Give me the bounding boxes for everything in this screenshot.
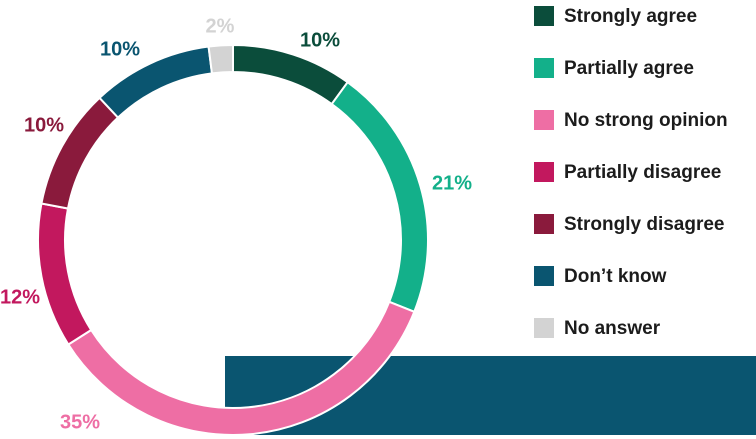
donut-slices xyxy=(37,43,429,436)
slice-labels: 10% 21% 35% 12% 10% 10% 2% xyxy=(0,15,472,433)
legend-label: Strongly disagree xyxy=(564,214,725,235)
legend-item: Strongly agree xyxy=(532,4,756,56)
legend-swatch xyxy=(534,162,554,182)
slice-no-strong-opinion xyxy=(66,300,416,436)
legend-swatch xyxy=(534,110,554,130)
legend-item: Don’t know xyxy=(532,264,756,316)
slice-label: 10% xyxy=(300,29,340,51)
legend-item: Partially disagree xyxy=(532,160,756,212)
slice-strongly-agree xyxy=(232,43,350,106)
legend-item: No answer xyxy=(532,316,756,368)
legend-swatch xyxy=(534,58,554,78)
slice-label: 10% xyxy=(24,114,64,136)
slice-label: 10% xyxy=(100,38,140,60)
legend-label: No answer xyxy=(564,318,661,339)
legend-label: No strong opinion xyxy=(564,110,728,131)
slice-partially-disagree xyxy=(37,202,93,346)
legend-swatch xyxy=(534,266,554,286)
slice-label: 2% xyxy=(206,15,235,37)
legend-label: Don’t know xyxy=(564,266,667,287)
legend-swatch xyxy=(534,214,554,234)
slice-label: 12% xyxy=(0,286,40,308)
legend-label: Partially agree xyxy=(564,58,694,79)
legend-label: Strongly agree xyxy=(564,6,698,27)
legend-swatch xyxy=(534,6,554,26)
legend-item: No strong opinion xyxy=(532,108,756,160)
slice-label: 35% xyxy=(60,411,100,433)
legend-item: Strongly disagree xyxy=(532,212,756,264)
legend-item: Partially agree xyxy=(532,56,756,108)
slice-no-answer xyxy=(207,43,234,75)
legend-swatch xyxy=(534,318,554,338)
legend-label: Partially disagree xyxy=(564,162,722,183)
slice-partially-agree xyxy=(330,80,429,314)
slice-label: 21% xyxy=(432,172,472,194)
legend: Strongly agree Partially agree No strong o… xyxy=(532,4,756,368)
